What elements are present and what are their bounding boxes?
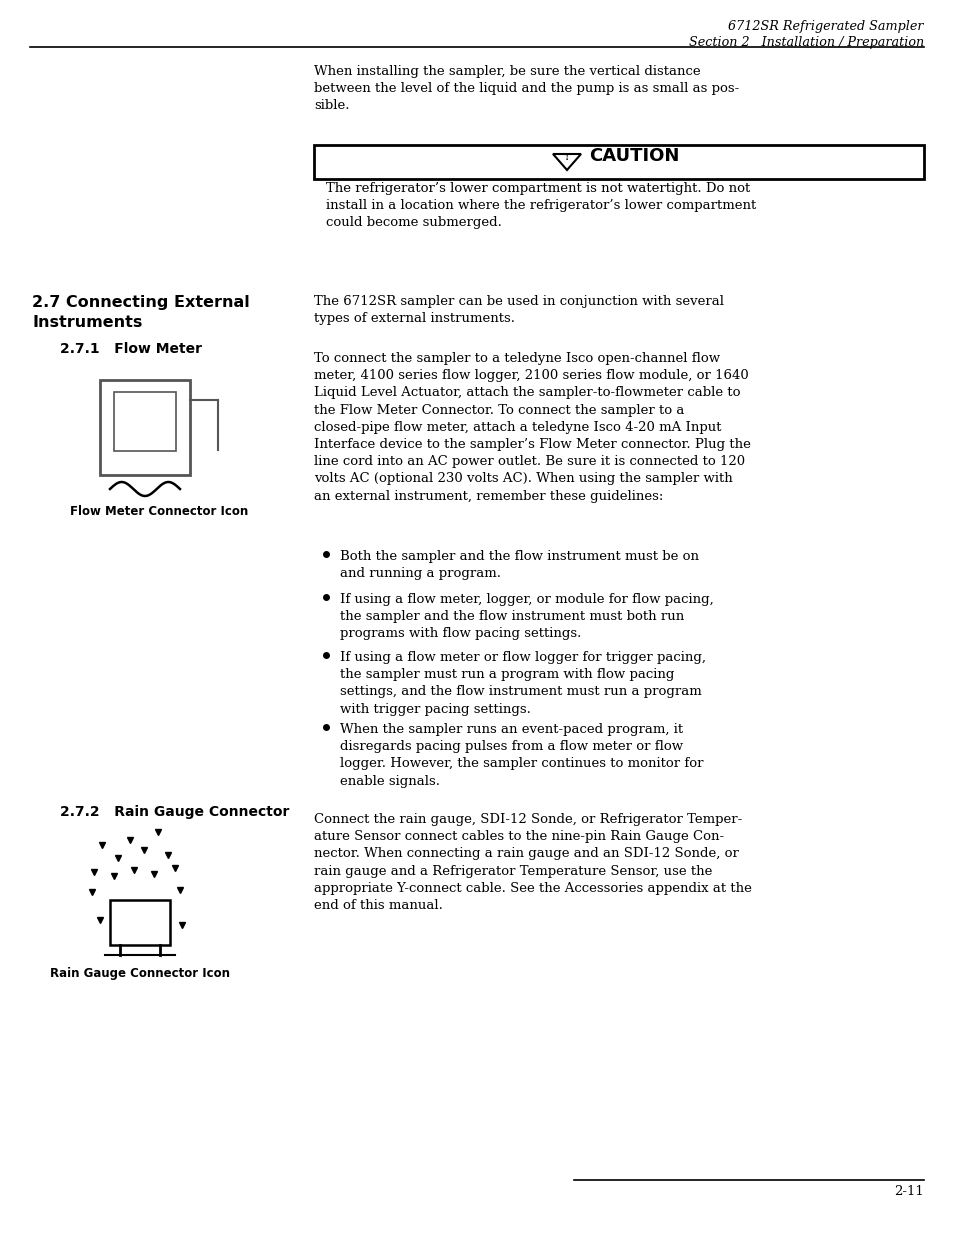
Text: To connect the sampler to a teledyne Isco open-channel flow
meter, 4100 series f: To connect the sampler to a teledyne Isc… [314,352,750,503]
Bar [113,391,175,451]
Text: Connect the rain gauge, SDI-12 Sonde, or Refrigerator Temper-
ature Sensor conne: Connect the rain gauge, SDI-12 Sonde, or… [314,813,751,911]
Text: !: ! [564,153,569,163]
Text: Rain Gauge Connector Icon: Rain Gauge Connector Icon [50,967,230,981]
Text: 2-11: 2-11 [893,1186,923,1198]
Text: Section 2   Installation / Preparation: Section 2 Installation / Preparation [688,36,923,49]
Text: The 6712SR sampler can be used in conjunction with several
types of external ins: The 6712SR sampler can be used in conjun… [314,295,723,325]
Text: CAUTION: CAUTION [588,147,679,165]
Text: The refrigerator’s lower compartment is not watertight. Do not
install in a loca: The refrigerator’s lower compartment is … [326,182,756,230]
Text: 2.7.2   Rain Gauge Connector: 2.7.2 Rain Gauge Connector [60,805,289,819]
Text: 2.7.1   Flow Meter: 2.7.1 Flow Meter [60,342,202,356]
Text: 2.7 Connecting External: 2.7 Connecting External [32,295,250,310]
Text: 6712SR Refrigerated Sampler: 6712SR Refrigerated Sampler [728,20,923,33]
Text: If using a flow meter or flow logger for trigger pacing,
the sampler must run a : If using a flow meter or flow logger for… [339,651,705,715]
Text: Instruments: Instruments [32,315,142,330]
Text: Flow Meter Connector Icon: Flow Meter Connector Icon [70,505,248,517]
Text: If using a flow meter, logger, or module for flow pacing,
the sampler and the fl: If using a flow meter, logger, or module… [339,593,713,641]
Bar [100,380,190,475]
Bar [110,900,170,945]
Text: When the sampler runs an event-paced program, it
disregards pacing pulses from a: When the sampler runs an event-paced pro… [339,722,702,788]
Text: When installing the sampler, be sure the vertical distance
between the level of : When installing the sampler, be sure the… [314,65,739,112]
Bar [314,144,923,179]
Text: Both the sampler and the flow instrument must be on
and running a program.: Both the sampler and the flow instrument… [339,550,699,580]
